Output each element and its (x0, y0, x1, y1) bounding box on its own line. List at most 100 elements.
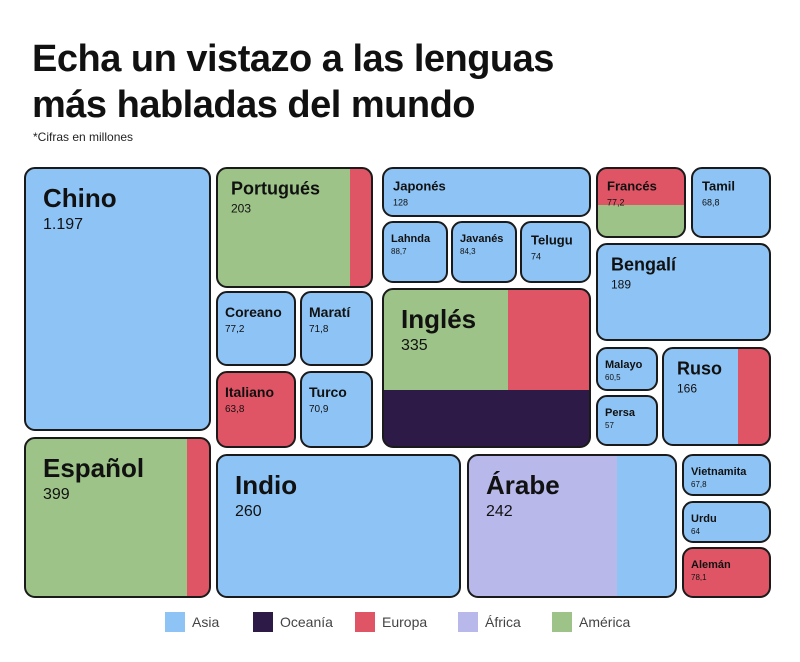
legend-swatch (458, 612, 478, 632)
box (521, 222, 590, 282)
box-border (467, 454, 677, 598)
legend-swatch (165, 612, 185, 632)
box-border (682, 501, 771, 543)
value-label: 71,8 (309, 324, 329, 335)
box-fill (521, 222, 590, 282)
box-fill (617, 455, 676, 597)
legend-swatch (253, 612, 273, 632)
value-label: 84,3 (460, 247, 476, 256)
language-name: Japonés (393, 179, 446, 194)
box (683, 455, 770, 495)
value-label: 242 (486, 503, 513, 520)
box-fill (683, 455, 770, 495)
box (683, 548, 770, 597)
value-label: 128 (393, 198, 408, 208)
value-label: 78,1 (691, 573, 707, 582)
box-fill (301, 292, 372, 365)
value-label: 189 (611, 277, 631, 291)
box (301, 372, 372, 447)
box-border (216, 371, 296, 448)
value-label: 57 (605, 421, 614, 430)
box-border (662, 347, 771, 446)
box (383, 168, 590, 216)
language-name: Inglés (401, 304, 476, 334)
box-fill (217, 292, 295, 365)
legend-label: África (485, 614, 521, 630)
language-name: Vietnamita (691, 466, 747, 478)
box-fill (597, 396, 657, 445)
legend-label: Europa (382, 614, 427, 630)
box-fill (25, 438, 210, 597)
box-fill (217, 455, 460, 597)
box-border (682, 454, 771, 496)
box-fill (217, 372, 295, 447)
legend-label: América (579, 614, 631, 630)
value-label: 70,9 (309, 404, 329, 415)
language-name: Lahnda (391, 233, 431, 245)
box-border (451, 221, 517, 283)
language-name: Chino (43, 183, 117, 213)
title: Echa un vistazo a las lenguas más hablad… (32, 38, 554, 126)
language-name: Ruso (677, 358, 722, 378)
box-border (300, 371, 373, 448)
legend-label: Asia (192, 614, 219, 630)
box-fill (383, 168, 590, 216)
box (692, 168, 770, 237)
box-border (682, 547, 771, 598)
value-label: 166 (677, 381, 697, 395)
box-fill (25, 168, 210, 430)
box-border (596, 347, 658, 391)
value-label: 260 (235, 503, 262, 520)
box (383, 289, 590, 447)
value-label: 63,8 (225, 404, 245, 415)
value-label: 399 (43, 486, 70, 503)
box-border (216, 167, 373, 288)
legend-label: Oceanía (280, 614, 333, 630)
legend-swatch (552, 612, 572, 632)
box-fill (683, 502, 770, 542)
value-label: 64 (691, 527, 700, 536)
language-name: Urdu (691, 513, 717, 525)
box-fill (597, 244, 770, 340)
box (663, 348, 770, 445)
box-fill (452, 222, 516, 282)
box (217, 292, 295, 365)
box-fill (597, 348, 657, 390)
language-name: Javanés (460, 233, 503, 245)
language-name: Bengalí (611, 254, 677, 274)
box-fill (692, 168, 770, 237)
box (683, 502, 770, 542)
box-fill (383, 390, 590, 447)
box (25, 438, 210, 597)
box-border (300, 291, 373, 366)
box-fill (683, 548, 770, 597)
value-label: 74 (531, 252, 541, 262)
value-label: 60,5 (605, 373, 621, 382)
box-border (216, 291, 296, 366)
box-border (382, 167, 591, 217)
box-border (216, 454, 461, 598)
value-label: 77,2 (607, 198, 625, 208)
box (383, 222, 447, 282)
box-fill (383, 222, 447, 282)
value-label: 67,8 (691, 480, 707, 489)
box (597, 244, 770, 340)
language-name: Turco (309, 384, 347, 400)
box-fill (350, 168, 372, 287)
box-fill (217, 168, 372, 287)
language-name: Tamil (702, 179, 735, 194)
legend-swatch (355, 612, 375, 632)
box-border (596, 395, 658, 446)
box (217, 168, 372, 287)
box-fill (508, 289, 590, 390)
box (452, 222, 516, 282)
box-border (596, 243, 771, 341)
box (217, 372, 295, 447)
language-name: Telugu (531, 233, 573, 248)
value-label: 203 (231, 201, 251, 215)
value-label: 77,2 (225, 324, 245, 335)
box (25, 168, 210, 430)
box-fill (301, 372, 372, 447)
box-border (24, 437, 211, 598)
